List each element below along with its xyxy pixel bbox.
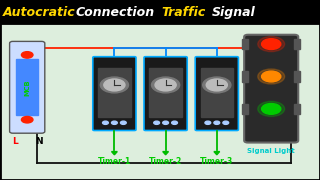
Text: Timer-2: Timer-2 [149,157,182,166]
Bar [0,22,320,180]
Text: L: L [12,137,18,146]
Circle shape [100,77,128,93]
Circle shape [261,71,281,82]
Circle shape [258,37,285,52]
Text: Timer-3: Timer-3 [200,157,233,166]
Bar [0,0,320,22]
Circle shape [154,121,160,124]
Text: Autocratic: Autocratic [3,6,76,19]
Text: Traffic: Traffic [162,6,206,19]
Circle shape [104,79,125,91]
Bar [294,39,300,49]
Bar [98,68,131,117]
Text: Signal Light: Signal Light [247,148,295,154]
Text: Timer-1: Timer-1 [98,157,131,166]
Circle shape [21,52,33,58]
Bar [294,104,300,114]
Circle shape [258,69,285,84]
Circle shape [203,77,231,93]
Circle shape [112,121,117,124]
Bar [242,39,248,49]
Circle shape [258,101,285,116]
Text: N: N [35,137,43,146]
Bar [0,22,320,180]
FancyBboxPatch shape [244,35,298,143]
Bar [242,71,248,82]
Circle shape [206,79,228,91]
FancyBboxPatch shape [93,57,136,130]
Circle shape [172,121,178,124]
Bar [16,59,38,115]
Polygon shape [163,152,169,155]
Circle shape [261,39,281,50]
Circle shape [214,121,220,124]
Circle shape [152,77,180,93]
Circle shape [261,103,281,114]
FancyBboxPatch shape [10,41,45,133]
Polygon shape [112,152,117,155]
Circle shape [205,121,211,124]
Text: Signal: Signal [212,6,256,19]
Circle shape [121,121,126,124]
Text: Connection: Connection [75,6,154,19]
Text: MCB: MCB [24,79,30,96]
Circle shape [155,79,176,91]
Circle shape [21,116,33,123]
Circle shape [223,121,228,124]
Circle shape [102,121,108,124]
Bar [149,68,182,117]
Polygon shape [214,152,220,155]
Bar [242,104,248,114]
FancyBboxPatch shape [195,57,238,130]
Circle shape [163,121,169,124]
Bar [201,68,233,117]
Bar [294,71,300,82]
FancyBboxPatch shape [144,57,187,130]
